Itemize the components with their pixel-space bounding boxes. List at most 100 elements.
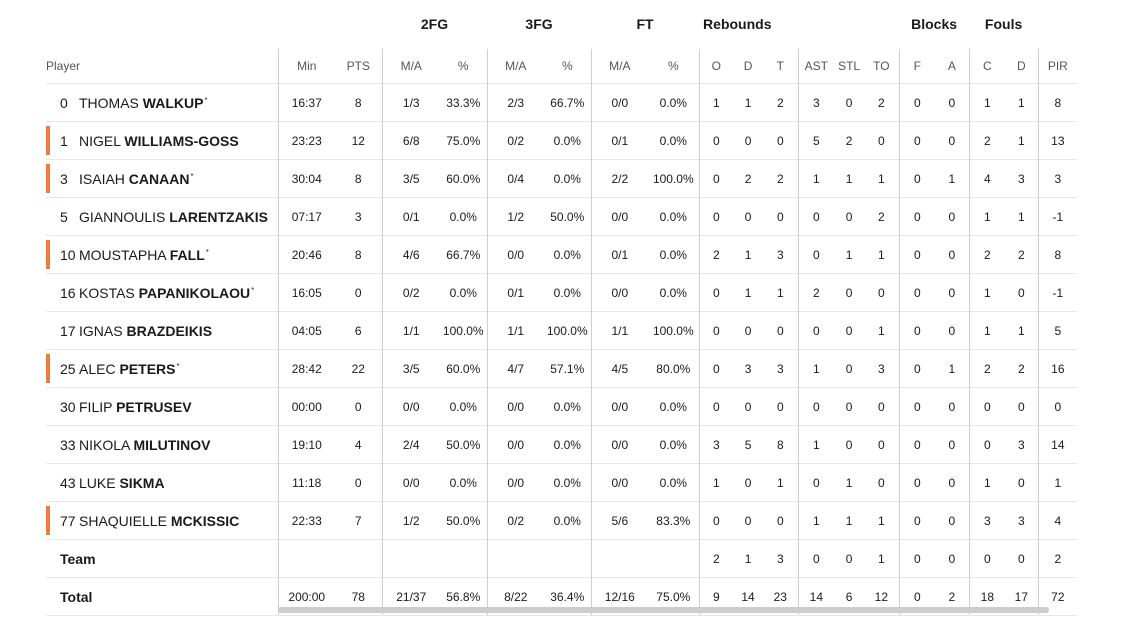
stat-fg3-ma: 1/1 <box>486 311 545 350</box>
player-first-name: KOSTAS <box>79 284 135 301</box>
player-mark: * <box>251 285 255 295</box>
player-name-cell[interactable]: 0 THOMAS WALKUP* <box>46 83 278 122</box>
stat-ft-ma: 0/0 <box>590 387 649 426</box>
stat-fg3-pct <box>544 539 592 578</box>
player-row[interactable]: 77 SHAQUIELLE MCKISSIC 22:33 7 1/2 50.0% 0/2 0.… <box>46 501 1078 540</box>
stat-fg2-ma: 1/1 <box>381 311 440 350</box>
stat-ast: 0 <box>797 463 835 502</box>
player-row[interactable]: 30 FILIP PETRUSEV 00:00 0 0/0 0.0% 0/0 0.0% 0/0 0… <box>46 387 1078 426</box>
col-header-min[interactable]: Min <box>277 48 335 84</box>
stat-reb-t: 0 <box>763 501 799 540</box>
col-header-reb-d[interactable]: D <box>733 48 764 84</box>
col-header-ft-pct[interactable]: % <box>648 48 700 84</box>
horizontal-scrollbar[interactable] <box>278 607 1049 613</box>
stat-fg3-ma: 0/0 <box>486 235 545 274</box>
player-name-cell[interactable]: 17 IGNAS BRAZDEIKIS <box>46 311 278 350</box>
col-header-pir[interactable]: PIR <box>1037 48 1078 84</box>
player-name-cell[interactable]: 5 GIANNOULIS LARENTZAKIS <box>46 197 278 236</box>
player-number: 17 <box>60 322 76 339</box>
stat-fg2-pct: 60.0% <box>440 349 488 388</box>
col-header-blk-a[interactable]: A <box>935 48 970 84</box>
col-header-to[interactable]: TO <box>864 48 900 84</box>
stat-foul-c: 0 <box>968 539 1006 578</box>
stat-ast: 1 <box>797 349 835 388</box>
player-number: 10 <box>60 246 76 263</box>
stat-stl: 0 <box>834 273 865 312</box>
player-row[interactable]: 3 ISAIAH CANAAN* 30:04 8 3/5 60.0% 0/4 0.0% 2/2 1… <box>46 159 1078 198</box>
player-mark: * <box>176 361 180 371</box>
stat-fg3-ma: 0/0 <box>486 425 545 464</box>
stat-pts: 0 <box>335 463 382 502</box>
col-header-blk-f[interactable]: F <box>898 48 936 84</box>
stat-pts: 8 <box>335 235 382 274</box>
stat-foul-c: 2 <box>968 121 1006 160</box>
stat-reb-o: 0 <box>698 387 734 426</box>
col-header-fg2-pct[interactable]: % <box>440 48 488 84</box>
stat-fg2-ma: 1/3 <box>381 83 440 122</box>
stat-fg3-pct: 0.0% <box>544 121 592 160</box>
stat-to: 2 <box>864 83 900 122</box>
stat-fg3-pct: 0.0% <box>544 501 592 540</box>
player-name-cell[interactable]: 1 NIGEL WILLIAMS-GOSS <box>46 121 278 160</box>
player-name-cell[interactable]: 77 SHAQUIELLE MCKISSIC <box>46 501 278 540</box>
col-header-player[interactable]: Player <box>46 48 278 84</box>
stat-blk-a: 0 <box>935 197 970 236</box>
col-header-fg3-ma[interactable]: M/A <box>486 48 545 84</box>
stat-stl: 0 <box>834 349 865 388</box>
player-name-cell[interactable]: 10 MOUSTAPHA FALL* <box>46 235 278 274</box>
player-row[interactable]: 0 THOMAS WALKUP* 16:37 8 1/3 33.3% 2/3 66.7% 0/0… <box>46 83 1078 122</box>
stat-pir: 16 <box>1037 349 1078 388</box>
player-row[interactable]: 5 GIANNOULIS LARENTZAKIS 07:17 3 0/1 0.0% 1/2 5… <box>46 197 1078 236</box>
stat-stl: 1 <box>834 501 865 540</box>
player-row[interactable]: 17 IGNAS BRAZDEIKIS 04:05 6 1/1 100.0% 1/1 100.… <box>46 311 1078 350</box>
player-row[interactable]: 25 ALEC PETERS* 28:42 22 3/5 60.0% 4/7 57.1% 4/5… <box>46 349 1078 388</box>
box-score-table: 2FG 3FG FT Rebounds Blocks Fouls Player M… <box>46 0 1078 616</box>
col-header-foul-d[interactable]: D <box>1005 48 1039 84</box>
player-row[interactable]: 10 MOUSTAPHA FALL* 20:46 8 4/6 66.7% 0/0 0.0% 0/… <box>46 235 1078 274</box>
col-header-pts[interactable]: PTS <box>335 48 382 84</box>
player-name-cell[interactable]: 3 ISAIAH CANAAN* <box>46 159 278 198</box>
col-header-reb-t[interactable]: T <box>763 48 799 84</box>
stat-to: 1 <box>864 501 900 540</box>
stat-fg3-pct: 57.1% <box>544 349 592 388</box>
stat-foul-c: 1 <box>968 311 1006 350</box>
player-row[interactable]: 16 KOSTAS PAPANIKOLAOU* 16:05 0 0/2 0.0% 0/1 0.… <box>46 273 1078 312</box>
player-name-cell[interactable]: 25 ALEC PETERS* <box>46 349 278 388</box>
stat-reb-o: 2 <box>698 539 734 578</box>
stat-blk-a: 0 <box>935 83 970 122</box>
box-score-body: 0 THOMAS WALKUP* 16:37 8 1/3 33.3% 2/3 66.7% 0/0… <box>46 83 1078 616</box>
player-row[interactable]: 1 NIGEL WILLIAMS-GOSS 23:23 12 6/8 75.0% 0/2 0.… <box>46 121 1078 160</box>
col-header-ast[interactable]: AST <box>797 48 835 84</box>
stat-reb-d: 0 <box>733 121 764 160</box>
group-3fg: 3FG <box>525 16 553 32</box>
player-row[interactable]: 43 LUKE SIKMA 11:18 0 0/0 0.0% 0/0 0.0% 0/0 0.0% 1… <box>46 463 1078 502</box>
col-header-ft-ma[interactable]: M/A <box>590 48 649 84</box>
player-first-name: SHAQUIELLE <box>79 512 167 529</box>
player-number: 25 <box>60 360 76 377</box>
player-name-cell[interactable]: 16 KOSTAS PAPANIKOLAOU* <box>46 273 278 312</box>
col-header-foul-c[interactable]: C <box>968 48 1006 84</box>
col-header-fg3-pct[interactable]: % <box>544 48 592 84</box>
stat-blk-a: 0 <box>935 311 970 350</box>
stat-reb-o: 0 <box>698 197 734 236</box>
col-header-reb-o[interactable]: O <box>698 48 734 84</box>
stat-reb-o: 1 <box>698 463 734 502</box>
player-name-cell[interactable]: 43 LUKE SIKMA <box>46 463 278 502</box>
player-row[interactable]: 33 NIKOLA MILUTINOV 19:10 4 2/4 50.0% 0/0 0.0% 0… <box>46 425 1078 464</box>
stat-foul-d: 0 <box>1005 387 1039 426</box>
col-header-fg2-ma[interactable]: M/A <box>381 48 440 84</box>
stat-fg3-ma: 1/2 <box>486 197 545 236</box>
player-name-cell[interactable]: 33 NIKOLA MILUTINOV <box>46 425 278 464</box>
stat-ast: 0 <box>797 235 835 274</box>
col-header-stl[interactable]: STL <box>834 48 865 84</box>
stat-blk-a: 0 <box>935 463 970 502</box>
stat-ft-pct: 0.0% <box>648 425 700 464</box>
player-name-cell[interactable]: 30 FILIP PETRUSEV <box>46 387 278 426</box>
stat-ft-ma: 5/6 <box>590 501 649 540</box>
player-mark: * <box>190 171 194 181</box>
player-number: 0 <box>60 94 68 111</box>
stat-blk-a: 0 <box>935 387 970 426</box>
stat-foul-d: 0 <box>1005 539 1039 578</box>
stat-pts: 22 <box>335 349 382 388</box>
stat-pts: 8 <box>335 83 382 122</box>
